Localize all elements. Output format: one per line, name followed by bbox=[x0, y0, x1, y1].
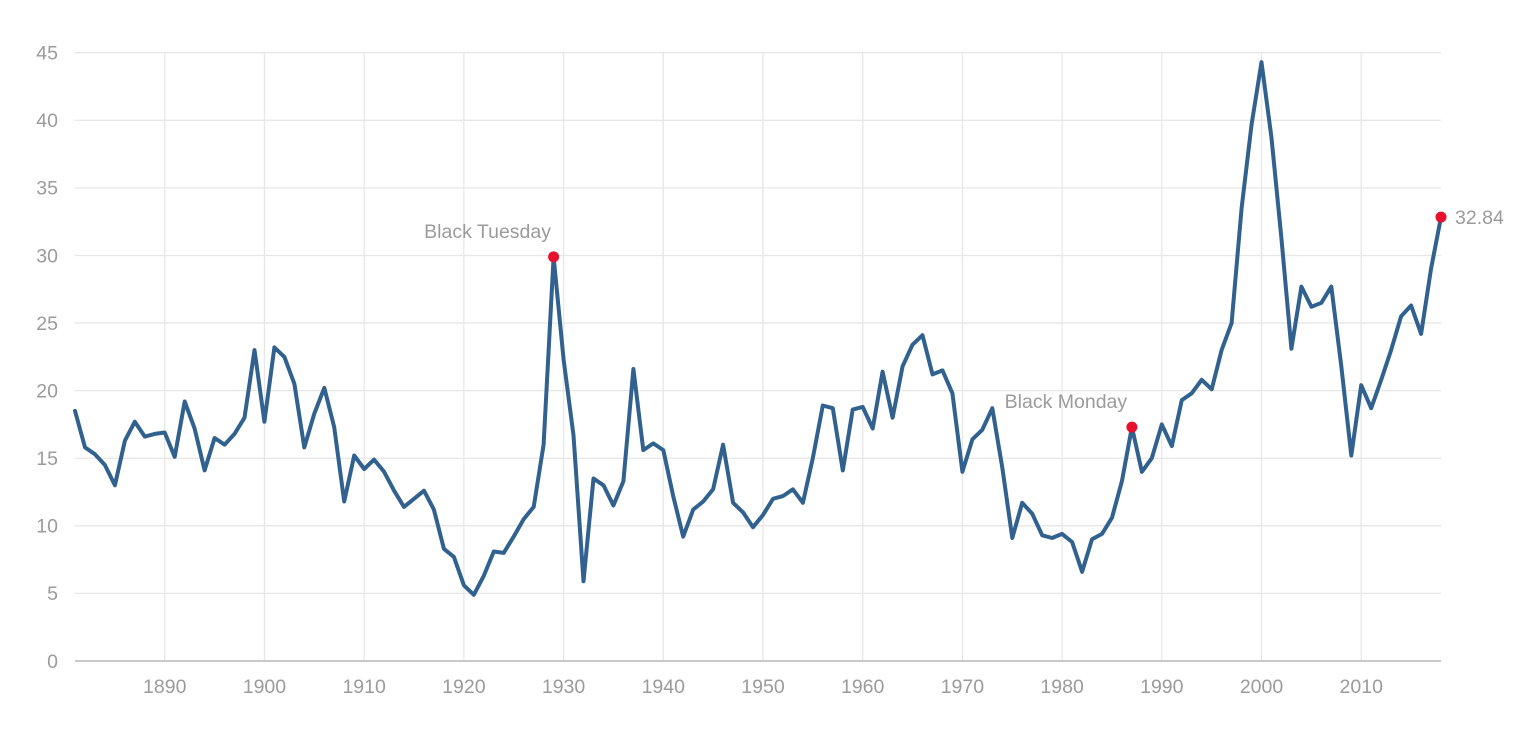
y-axis-tick-label: 40 bbox=[36, 110, 58, 132]
annotation-marker-dot bbox=[1435, 211, 1447, 223]
x-axis-tick-label: 1980 bbox=[1040, 676, 1084, 698]
x-axis-tick-label: 1990 bbox=[1140, 676, 1184, 698]
x-axis-tick-label: 1900 bbox=[243, 676, 287, 698]
x-axis-tick-label: 1920 bbox=[442, 676, 486, 698]
y-axis-tick-label: 30 bbox=[36, 245, 58, 267]
y-axis-tick-label: 0 bbox=[47, 651, 58, 673]
x-axis-tick-label: 1940 bbox=[642, 676, 686, 698]
y-axis-tick-label: 15 bbox=[36, 448, 58, 470]
x-axis-tick-label: 1890 bbox=[143, 676, 187, 698]
x-axis-tick-label: 1950 bbox=[741, 676, 785, 698]
y-axis-tick-label: 20 bbox=[36, 380, 58, 402]
cape-ratio-line bbox=[73, 60, 1443, 597]
annotation-label: 32.84 bbox=[1455, 207, 1504, 229]
x-axis-tick-label: 2010 bbox=[1340, 676, 1384, 698]
annotation-label: Black Tuesday bbox=[424, 221, 551, 243]
y-axis-tick-label: 5 bbox=[47, 583, 58, 605]
y-axis-tick-label: 45 bbox=[36, 43, 58, 65]
y-axis-tick-label: 35 bbox=[36, 178, 58, 200]
annotation-marker-dot bbox=[1126, 421, 1138, 433]
annotation-marker-dot bbox=[548, 251, 560, 263]
x-axis-tick-label: 1960 bbox=[841, 676, 885, 698]
x-axis-tick-label: 1970 bbox=[941, 676, 985, 698]
x-axis-tick-label: 1910 bbox=[342, 676, 386, 698]
annotation-label: Black Monday bbox=[1005, 391, 1128, 413]
y-axis-tick-label: 25 bbox=[36, 313, 58, 335]
x-axis-tick-label: 2000 bbox=[1240, 676, 1284, 698]
y-axis-tick-label: 10 bbox=[36, 516, 58, 538]
x-axis-tick-label: 1930 bbox=[542, 676, 586, 698]
